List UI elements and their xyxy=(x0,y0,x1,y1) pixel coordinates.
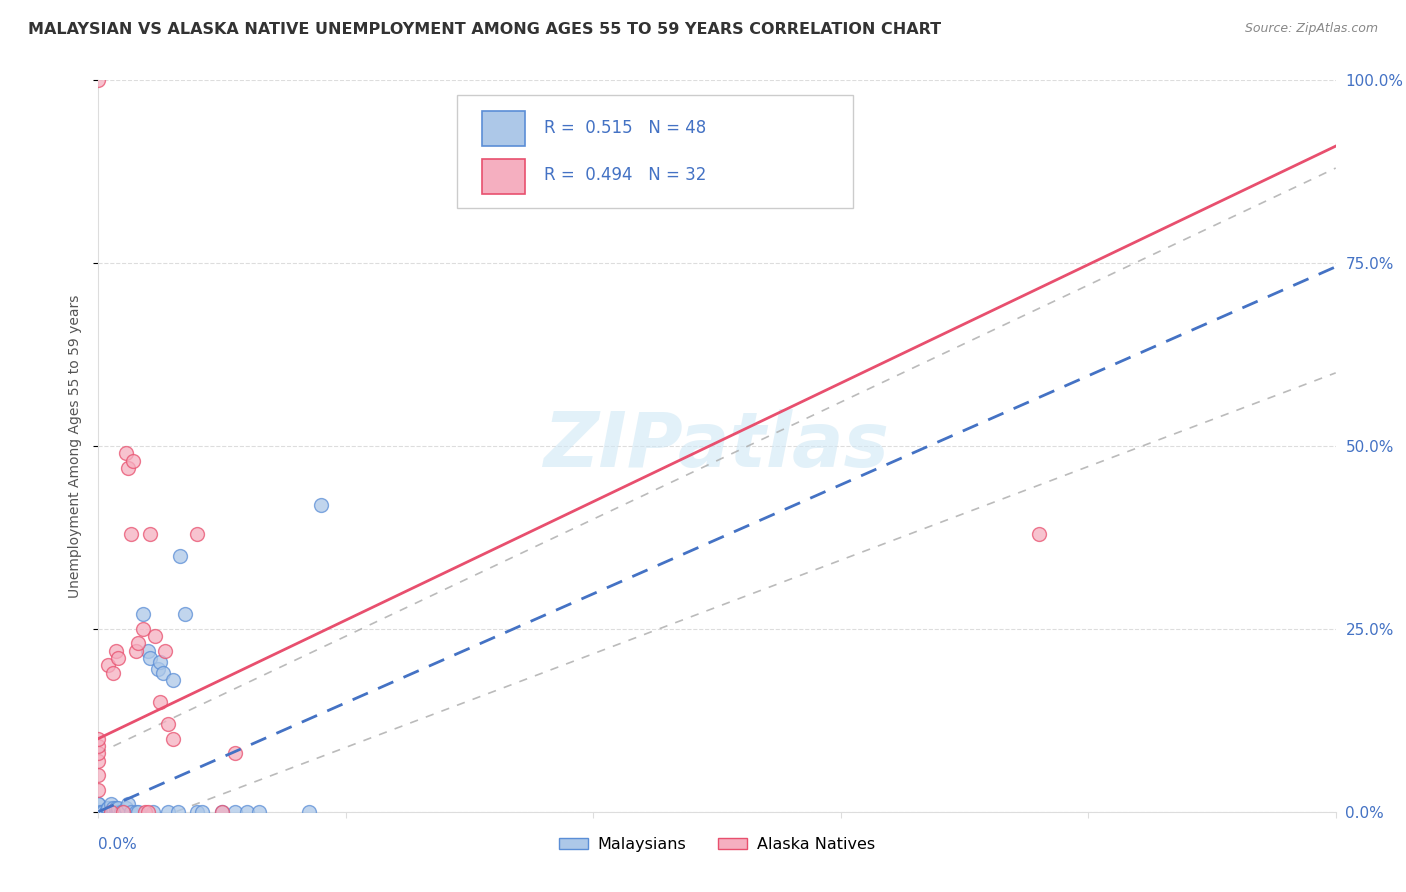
Text: MALAYSIAN VS ALASKA NATIVE UNEMPLOYMENT AMONG AGES 55 TO 59 YEARS CORRELATION CH: MALAYSIAN VS ALASKA NATIVE UNEMPLOYMENT … xyxy=(28,22,941,37)
Point xyxy=(87,73,110,87)
Point xyxy=(93,805,115,819)
Point xyxy=(174,607,197,622)
Point xyxy=(120,526,142,541)
Text: ZIPatlas: ZIPatlas xyxy=(544,409,890,483)
Point xyxy=(90,805,112,819)
Point xyxy=(87,805,110,819)
Point xyxy=(87,797,110,812)
Point xyxy=(110,805,132,819)
Point xyxy=(146,662,169,676)
Point xyxy=(104,805,127,819)
FancyBboxPatch shape xyxy=(482,159,526,194)
Point xyxy=(224,805,246,819)
Point xyxy=(1028,526,1050,541)
Point xyxy=(103,801,125,815)
Point xyxy=(136,805,159,819)
Point xyxy=(236,805,259,819)
Point xyxy=(97,805,120,819)
Point xyxy=(152,665,174,680)
Point xyxy=(87,782,110,797)
Point xyxy=(191,805,214,819)
Point xyxy=(107,801,129,815)
Point xyxy=(127,636,149,650)
Point xyxy=(124,805,146,819)
Point xyxy=(100,805,122,819)
Point xyxy=(97,658,120,673)
Point xyxy=(211,805,233,819)
Point xyxy=(309,498,332,512)
Point xyxy=(247,805,270,819)
Point xyxy=(104,801,127,815)
Point xyxy=(211,805,233,819)
Point xyxy=(124,644,146,658)
Point xyxy=(132,607,155,622)
Point xyxy=(162,673,184,687)
Point xyxy=(107,805,129,819)
Point xyxy=(112,805,135,819)
Point xyxy=(162,731,184,746)
Point xyxy=(87,805,110,819)
Point xyxy=(142,805,165,819)
Point xyxy=(87,797,110,812)
Point xyxy=(87,754,110,768)
Text: Source: ZipAtlas.com: Source: ZipAtlas.com xyxy=(1244,22,1378,36)
Point xyxy=(87,805,110,819)
Point xyxy=(136,644,159,658)
FancyBboxPatch shape xyxy=(457,95,853,209)
Point xyxy=(114,446,136,460)
Point xyxy=(139,651,162,665)
Text: 0.0%: 0.0% xyxy=(98,838,138,853)
Point xyxy=(134,805,156,819)
Point xyxy=(186,526,208,541)
Y-axis label: Unemployment Among Ages 55 to 59 years: Unemployment Among Ages 55 to 59 years xyxy=(69,294,83,598)
Point xyxy=(87,731,110,746)
Legend: Malaysians, Alaska Natives: Malaysians, Alaska Natives xyxy=(553,830,882,859)
Point xyxy=(97,801,120,815)
Point xyxy=(100,797,122,812)
Point xyxy=(132,622,155,636)
Point xyxy=(139,526,162,541)
Point xyxy=(112,805,135,819)
Point xyxy=(87,768,110,782)
Point xyxy=(100,805,122,819)
Point xyxy=(298,805,321,819)
Point xyxy=(224,746,246,760)
Text: R =  0.515   N = 48: R = 0.515 N = 48 xyxy=(544,119,706,136)
Point xyxy=(155,644,177,658)
Text: R =  0.494   N = 32: R = 0.494 N = 32 xyxy=(544,167,706,185)
Point xyxy=(186,805,208,819)
Point xyxy=(103,665,125,680)
Point xyxy=(143,629,166,643)
Point xyxy=(166,805,188,819)
Point xyxy=(149,655,172,669)
Point xyxy=(120,805,142,819)
Point xyxy=(117,797,139,812)
Point xyxy=(117,461,139,475)
Point xyxy=(156,717,179,731)
Point xyxy=(103,805,125,819)
Point xyxy=(104,644,127,658)
Point xyxy=(87,746,110,760)
Point xyxy=(122,453,145,467)
FancyBboxPatch shape xyxy=(482,111,526,146)
Point xyxy=(94,805,117,819)
Point xyxy=(149,695,172,709)
Point xyxy=(156,805,179,819)
Point xyxy=(90,805,112,819)
Point xyxy=(97,801,120,815)
Point xyxy=(94,805,117,819)
Point xyxy=(87,739,110,753)
Point xyxy=(114,801,136,815)
Point xyxy=(127,805,149,819)
Point xyxy=(169,549,191,563)
Point xyxy=(107,651,129,665)
